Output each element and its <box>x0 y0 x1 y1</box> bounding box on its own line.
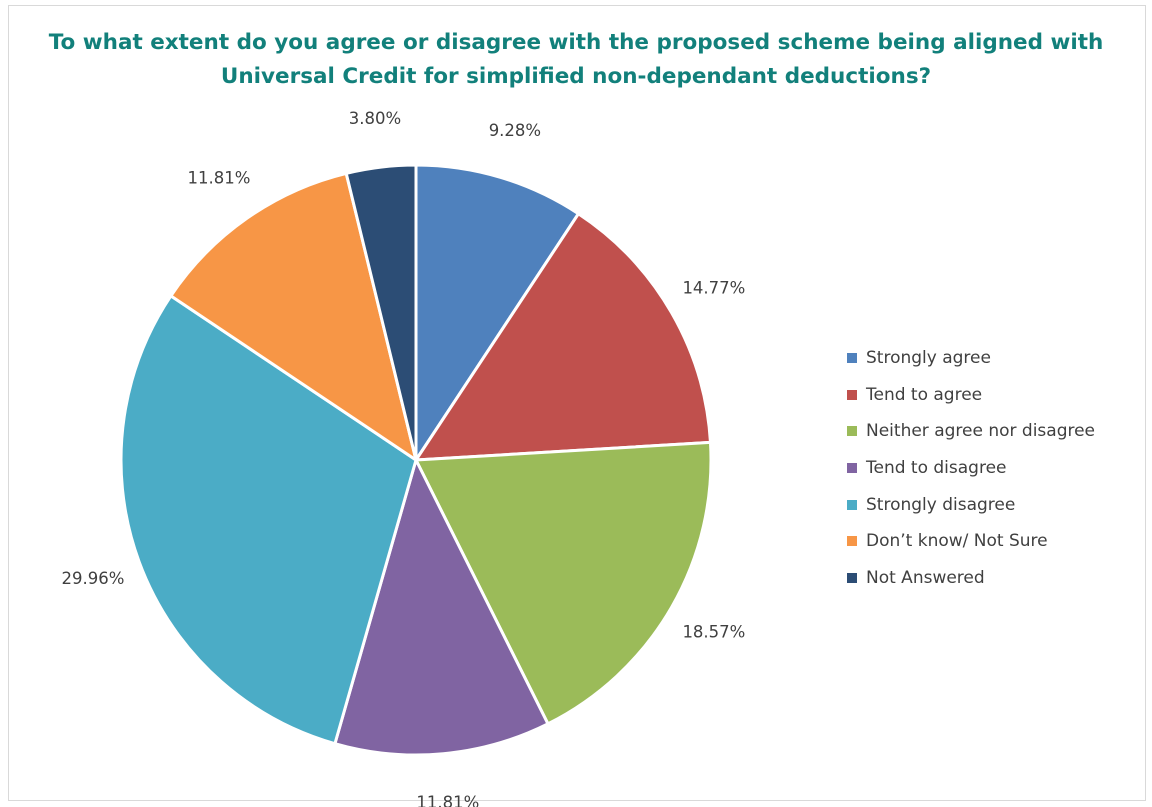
legend-swatch <box>847 353 857 364</box>
legend-label: Neither agree nor disagree <box>866 421 1096 442</box>
data-label-dont-know: 11.81% <box>188 169 251 188</box>
data-label-strongly-agree: 9.28% <box>489 121 541 140</box>
legend: Strongly agree Tend to agree Neither agr… <box>847 340 1095 596</box>
legend-item-strongly-disagree: Strongly disagree <box>847 486 1095 523</box>
pie-slices <box>119 163 713 757</box>
data-label-not-answered: 3.80% <box>349 109 401 128</box>
data-label-neither: 18.57% <box>682 623 745 642</box>
pie-slice-tend-to-agree <box>414 212 712 462</box>
legend-item-strongly-agree: Strongly agree <box>847 340 1095 377</box>
legend-swatch <box>847 463 857 474</box>
legend-label: Not Answered <box>866 567 985 588</box>
pie-slice-neither <box>414 440 713 726</box>
legend-label: Don’t know/ Not Sure <box>866 531 1048 552</box>
legend-label: Tend to disagree <box>866 458 1007 479</box>
pie-data-labels: 9.28% 14.77% 18.57% 11.81% 29.96% 11.81% 3.80% <box>62 109 746 807</box>
pie-slice-strongly-disagree <box>119 294 418 746</box>
legend-label: Strongly agree <box>866 348 991 369</box>
legend-item-neither: Neither agree nor disagree <box>847 413 1095 450</box>
data-label-tend-to-agree: 14.77% <box>682 279 745 298</box>
legend-swatch <box>847 389 857 400</box>
legend-swatch <box>847 536 857 547</box>
legend-swatch <box>847 572 857 583</box>
legend-item-dont-know: Don’t know/ Not Sure <box>847 523 1095 560</box>
legend-swatch <box>847 426 857 437</box>
pie-slice-dont-know <box>169 171 418 462</box>
pie-slice-not-answered <box>344 163 418 462</box>
data-label-tend-to-disagree: 11.81% <box>416 793 479 807</box>
chart-title-line-2: Universal Credit for simplified non-depe… <box>220 64 932 89</box>
legend-label: Strongly disagree <box>866 494 1016 515</box>
legend-item-not-answered: Not Answered <box>847 560 1095 597</box>
legend-swatch <box>847 499 857 510</box>
data-label-strongly-disagree: 29.96% <box>62 569 125 588</box>
chart-title-line-1: To what extent do you agree or disagree … <box>48 30 1104 55</box>
pie-slice-strongly-agree <box>414 163 580 462</box>
chart-title: To what extent do you agree or disagree … <box>0 26 1152 94</box>
legend-item-tend-to-disagree: Tend to disagree <box>847 450 1095 487</box>
pie-slice-tend-to-disagree <box>333 458 550 757</box>
legend-item-tend-to-agree: Tend to agree <box>847 377 1095 414</box>
legend-label: Tend to agree <box>866 384 983 405</box>
